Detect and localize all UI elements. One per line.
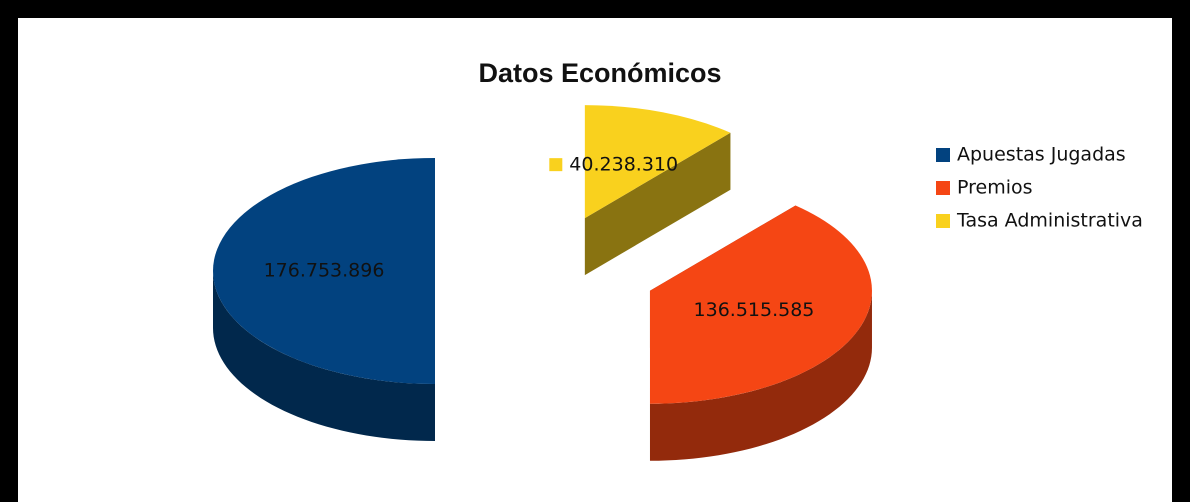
legend-swatch (936, 181, 950, 195)
legend-label: Apuestas Jugadas (957, 144, 1126, 166)
chart: Datos Económicos 176.753.896 136.515.585 4… (18, 18, 1172, 502)
legend-swatch (936, 148, 950, 162)
legend-label: Premios (957, 177, 1033, 199)
data-label: 136.515.585 (694, 299, 815, 321)
slice (213, 158, 435, 384)
legend-swatch (936, 214, 950, 228)
legend: Apuestas Jugadas Premios Tasa Administrati… (936, 144, 1143, 232)
pie: 176.753.896 136.515.585 40.238.310 (213, 105, 872, 461)
chart-title: Datos Económicos (478, 58, 721, 88)
slice (584, 105, 731, 219)
slice-side (649, 290, 872, 461)
data-label: 40.238.310 (569, 154, 678, 176)
legend-label: Tasa Administrativa (956, 210, 1143, 232)
slice (649, 205, 872, 404)
slice-side (213, 271, 435, 441)
data-label: 176.753.896 (264, 260, 385, 282)
data-label-key (549, 158, 563, 172)
slice-cut-face (584, 132, 731, 276)
